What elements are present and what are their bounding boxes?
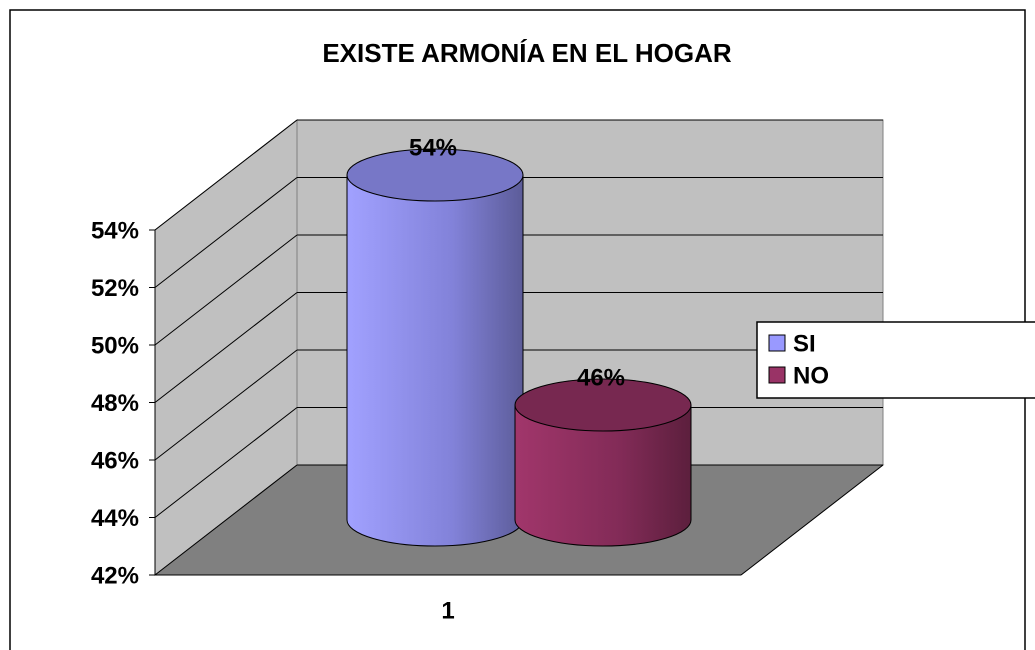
y-tick-label: 48% [91, 390, 139, 417]
data-label: 54% [409, 134, 457, 161]
grid-line [154, 464, 298, 576]
grid-line [154, 119, 298, 231]
x-tick-label: 1 [441, 597, 454, 624]
y-tick-label: 42% [91, 562, 139, 589]
data-label: 46% [577, 364, 625, 391]
y-tick-label: 44% [91, 505, 139, 532]
cylinder-top [346, 148, 524, 202]
cylinder [346, 148, 524, 547]
grid-line [154, 407, 298, 518]
chart-title: EXISTE ARMONÍA EN EL HOGAR [322, 38, 732, 68]
y-tick-label: 54% [91, 217, 139, 244]
legend-swatch [768, 366, 786, 384]
legend-swatch [768, 334, 786, 352]
cylinder-body [514, 404, 692, 547]
cylinder-top [514, 378, 692, 432]
y-tick-label: 50% [91, 332, 139, 359]
legend-box [756, 321, 1035, 399]
legend-label: NO [793, 362, 829, 389]
grid-line [154, 349, 298, 461]
legend-label: SI [793, 330, 816, 357]
grid-line [154, 292, 298, 403]
cylinder [514, 378, 692, 547]
grid-line [154, 177, 298, 288]
cylinder-body [346, 174, 524, 547]
grid-line [154, 234, 298, 346]
y-tick-label: 46% [91, 447, 139, 474]
y-tick-label: 52% [91, 275, 139, 302]
x-axis-depth [740, 464, 884, 576]
